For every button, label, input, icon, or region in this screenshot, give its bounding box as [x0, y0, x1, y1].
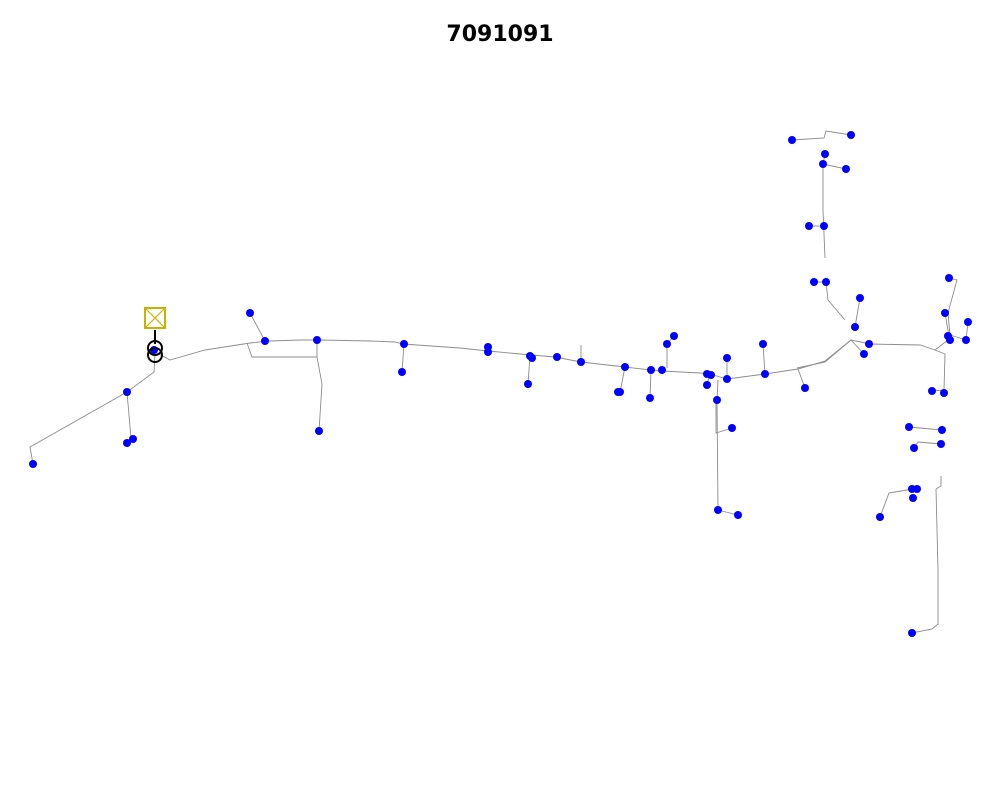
consumer-node	[400, 340, 408, 348]
feeder-line-38	[879, 488, 914, 518]
feeder-line-26	[822, 164, 826, 259]
feeder-line-4	[246, 342, 317, 358]
consumer-node	[707, 371, 715, 379]
feeder-line-28	[814, 281, 846, 321]
consumer-node	[553, 353, 561, 361]
consumer-node	[621, 363, 629, 371]
feeder-line-29	[931, 349, 946, 392]
consumer-node	[801, 384, 809, 392]
feeder-line-22	[854, 297, 861, 328]
consumer-node	[670, 332, 678, 340]
consumer-node	[646, 394, 654, 402]
feeder-line-3	[249, 312, 266, 342]
consumer-node	[908, 629, 916, 637]
consumer-node	[528, 354, 536, 362]
feeder-line-31	[947, 277, 958, 336]
feeder-line-36	[913, 441, 942, 449]
consumer-node	[614, 388, 622, 396]
consumer-node	[123, 439, 131, 447]
consumer-node	[313, 336, 321, 344]
consumer-node	[728, 424, 736, 432]
consumer-node	[805, 222, 813, 230]
consumer-node	[261, 337, 269, 345]
consumer-node	[909, 494, 917, 502]
consumer-node	[484, 348, 492, 356]
consumer-node	[847, 131, 855, 139]
consumer-node	[723, 354, 731, 362]
consumer-node	[123, 388, 131, 396]
feeder-line-11	[649, 369, 652, 399]
consumer-node	[905, 423, 913, 431]
consumer-node	[29, 460, 37, 468]
consumer-node	[129, 435, 137, 443]
feeder-line-10	[619, 366, 626, 393]
feeder-line-2	[126, 391, 132, 444]
consumer-node	[941, 309, 949, 317]
consumer-node	[856, 294, 864, 302]
consumer-node	[761, 370, 769, 378]
consumer-node	[398, 368, 406, 376]
consumer-node	[734, 511, 742, 519]
consumer-node	[577, 358, 585, 366]
consumer-node	[964, 318, 972, 326]
consumer-node	[822, 278, 830, 286]
consumer-node	[938, 426, 946, 434]
consumer-node	[962, 336, 970, 344]
consumer-node	[759, 340, 767, 348]
feeder-line-21	[824, 339, 852, 363]
consumer-node	[524, 380, 532, 388]
diagram-title: 7091091	[446, 22, 554, 47]
feeder-line-20	[796, 361, 826, 369]
consumer-node	[658, 366, 666, 374]
source-substation-icon	[144, 307, 166, 329]
consumer-node	[928, 387, 936, 395]
consumer-node	[723, 375, 731, 383]
consumer-node	[663, 340, 671, 348]
consumer-node	[860, 350, 868, 358]
consumer-node	[810, 278, 818, 286]
feeder-line-16	[715, 400, 733, 434]
feeder-line-15	[716, 379, 739, 516]
consumer-node	[703, 381, 711, 389]
feeder-line-24	[791, 130, 852, 141]
feeder-line-5	[316, 340, 323, 432]
consumer-node	[246, 309, 254, 317]
consumer-node	[851, 323, 859, 331]
feeder-line-39	[911, 488, 939, 634]
consumer-node	[820, 222, 828, 230]
consumer-node	[937, 440, 945, 448]
consumer-node	[876, 513, 884, 521]
consumer-node	[940, 389, 948, 397]
consumer-node	[713, 396, 721, 404]
consumer-node	[647, 366, 655, 374]
consumer-node	[913, 485, 921, 493]
feeder-line-6	[401, 343, 405, 373]
consumer-node	[910, 444, 918, 452]
consumer-node	[865, 340, 873, 348]
feeder-line-35	[908, 426, 943, 431]
transformer-icon	[147, 340, 163, 356]
consumer-node	[714, 506, 722, 514]
consumer-node	[842, 165, 850, 173]
transformer-winding	[147, 347, 163, 363]
feeder-line-18	[762, 343, 766, 375]
consumer-node	[821, 150, 829, 158]
consumer-node	[946, 336, 954, 344]
feeder-line-37	[935, 476, 942, 490]
feeder-line-1	[29, 351, 156, 465]
consumer-node	[315, 427, 323, 435]
consumer-node	[788, 136, 796, 144]
consumer-node	[819, 160, 827, 168]
feeder-line-0	[154, 339, 936, 380]
consumer-node	[945, 274, 953, 282]
source-cross-2	[144, 307, 166, 329]
